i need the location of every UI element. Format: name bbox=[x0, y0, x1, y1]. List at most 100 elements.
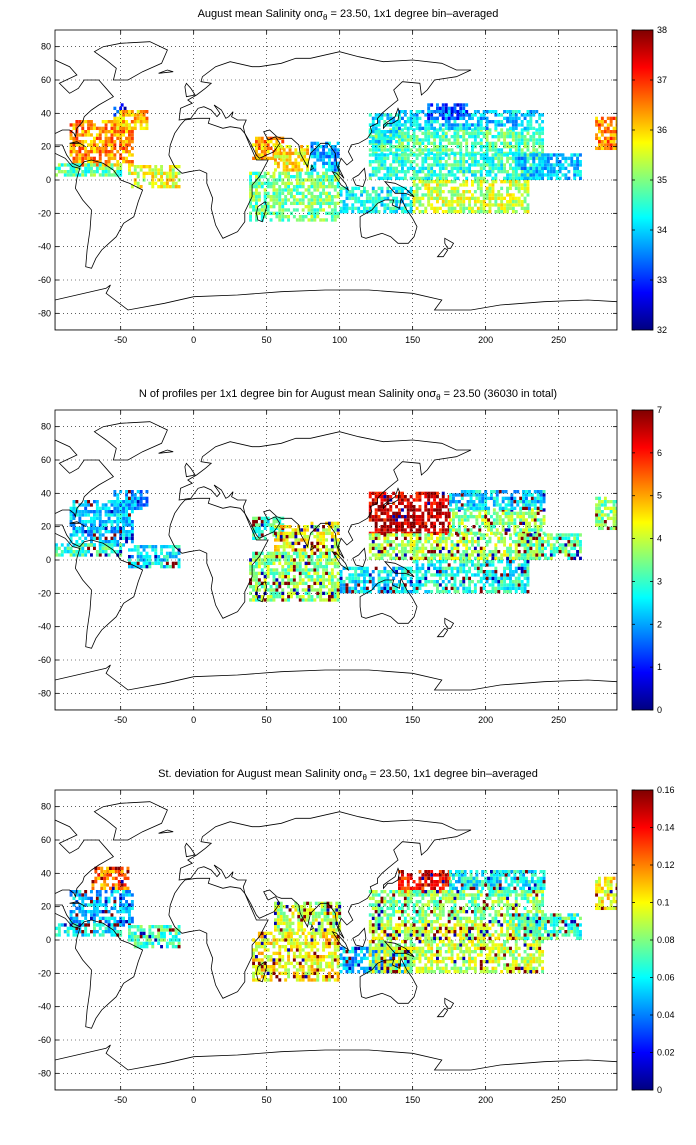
data-cell bbox=[322, 172, 325, 175]
data-cell bbox=[416, 110, 419, 113]
data-cell bbox=[448, 580, 451, 583]
data-cell bbox=[419, 557, 422, 560]
data-cell bbox=[515, 138, 518, 141]
data-cell bbox=[313, 155, 316, 158]
data-cell bbox=[442, 123, 445, 126]
data-cell bbox=[319, 562, 322, 565]
data-cell bbox=[172, 185, 175, 188]
data-cell bbox=[524, 553, 527, 556]
data-cell bbox=[550, 163, 553, 166]
data-cell bbox=[93, 500, 96, 503]
data-cell bbox=[492, 187, 495, 190]
data-cell bbox=[316, 588, 319, 591]
data-cell bbox=[535, 148, 538, 151]
data-cell bbox=[78, 537, 81, 540]
data-cell bbox=[351, 573, 354, 576]
data-cell bbox=[96, 553, 99, 556]
data-cell bbox=[445, 173, 448, 176]
data-cell bbox=[486, 110, 489, 113]
data-cell bbox=[492, 560, 495, 563]
data-cell bbox=[541, 173, 544, 176]
data-cell bbox=[481, 515, 484, 518]
data-cell bbox=[378, 148, 381, 151]
data-cell bbox=[454, 173, 457, 176]
data-cell bbox=[483, 127, 486, 130]
data-cell bbox=[125, 160, 128, 163]
data-cell bbox=[334, 215, 337, 218]
data-cell bbox=[521, 533, 524, 536]
data-cell bbox=[576, 157, 579, 160]
data-cell bbox=[497, 550, 500, 553]
data-cell bbox=[270, 588, 273, 591]
data-cell bbox=[442, 173, 445, 176]
data-cell bbox=[113, 147, 116, 150]
data-cell bbox=[477, 177, 480, 180]
data-cell bbox=[474, 540, 477, 543]
data-cell bbox=[108, 510, 111, 513]
data-cell bbox=[421, 177, 424, 180]
data-cell bbox=[492, 142, 495, 145]
data-cell bbox=[529, 550, 532, 553]
data-cell bbox=[424, 193, 427, 196]
data-cell bbox=[459, 107, 462, 110]
data-cell bbox=[421, 142, 424, 145]
data-cell bbox=[128, 168, 131, 171]
data-cell bbox=[512, 573, 515, 576]
data-cell bbox=[534, 515, 537, 518]
data-cell bbox=[386, 533, 389, 536]
data-cell bbox=[383, 553, 386, 556]
data-cell bbox=[401, 135, 404, 138]
data-cell bbox=[410, 522, 413, 525]
data-cell bbox=[302, 568, 305, 571]
data-cell bbox=[357, 577, 360, 580]
data-cell bbox=[573, 173, 576, 176]
data-cell bbox=[462, 207, 465, 210]
y-tick-label: 0 bbox=[46, 175, 51, 185]
data-cell bbox=[547, 537, 550, 540]
data-cell bbox=[140, 110, 143, 113]
data-cell bbox=[300, 148, 303, 151]
data-cell bbox=[311, 172, 314, 175]
data-cell bbox=[378, 557, 381, 560]
data-cell bbox=[532, 163, 535, 166]
data-cell bbox=[281, 192, 284, 195]
data-cell bbox=[125, 140, 128, 143]
data-cell bbox=[483, 197, 486, 200]
data-cell bbox=[386, 113, 389, 116]
data-cell bbox=[442, 132, 445, 135]
data-cell bbox=[264, 598, 267, 601]
data-cell bbox=[392, 207, 395, 210]
data-cell bbox=[483, 200, 486, 203]
data-cell bbox=[497, 120, 500, 123]
data-cell bbox=[264, 578, 267, 581]
data-cell bbox=[128, 130, 131, 133]
data-cell bbox=[613, 137, 616, 140]
data-cell bbox=[392, 533, 395, 536]
data-cell bbox=[258, 143, 261, 146]
data-cell bbox=[287, 575, 290, 578]
data-cell bbox=[398, 123, 401, 126]
data-cell bbox=[442, 180, 445, 183]
data-cell bbox=[404, 495, 407, 498]
data-cell bbox=[505, 522, 508, 525]
data-cell bbox=[311, 555, 314, 558]
data-cell bbox=[503, 587, 506, 590]
data-cell bbox=[160, 165, 163, 168]
data-cell bbox=[392, 515, 395, 518]
data-cell bbox=[416, 183, 419, 186]
coastline bbox=[55, 285, 617, 330]
data-cell bbox=[331, 535, 334, 538]
data-cell bbox=[442, 573, 445, 576]
data-cell bbox=[378, 550, 381, 553]
data-cell bbox=[419, 177, 422, 180]
data-cell bbox=[375, 140, 378, 143]
data-cell bbox=[462, 173, 465, 176]
data-cell bbox=[131, 130, 134, 133]
data-cell bbox=[392, 167, 395, 170]
data-cell bbox=[477, 210, 480, 213]
data-cell bbox=[280, 545, 283, 548]
data-cell bbox=[283, 535, 286, 538]
data-cell bbox=[166, 175, 169, 178]
data-cell bbox=[451, 203, 454, 206]
data-cell bbox=[522, 512, 525, 515]
